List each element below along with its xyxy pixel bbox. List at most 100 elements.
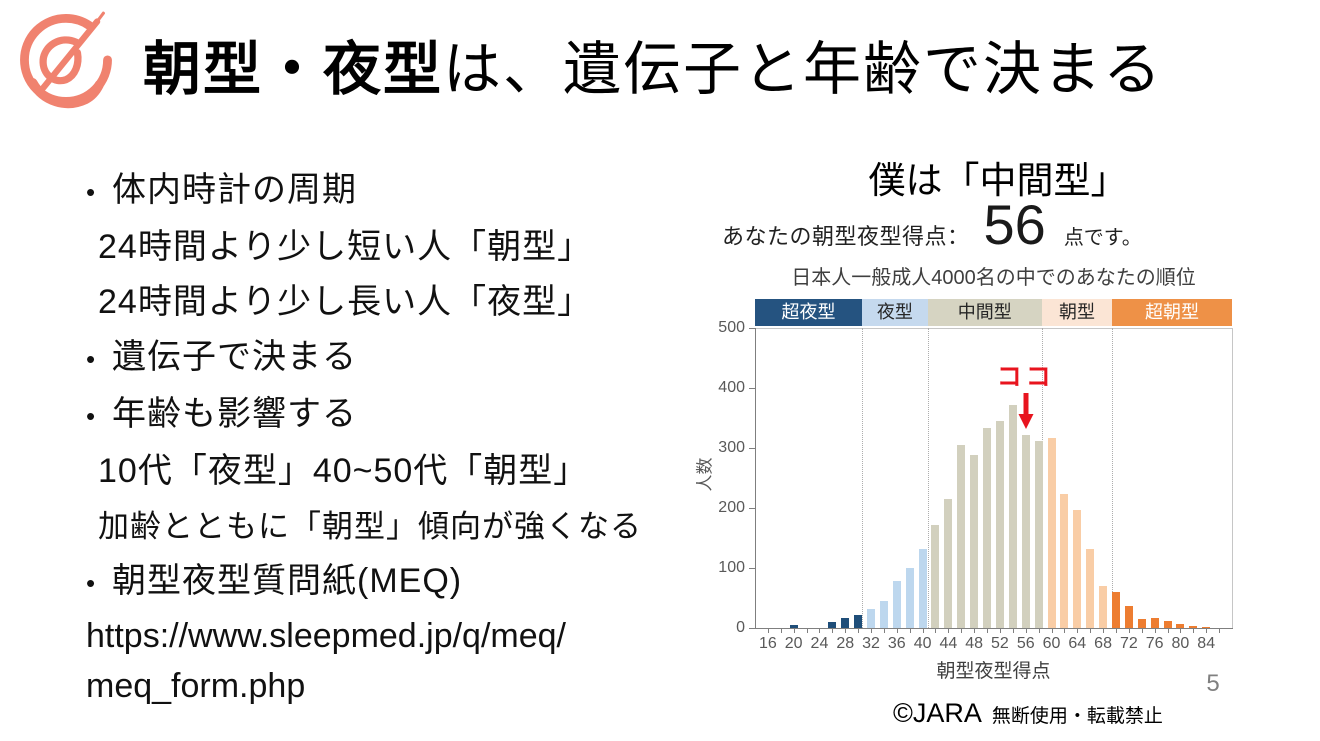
x-tick-mark <box>909 629 911 633</box>
x-tick-mark <box>1090 629 1092 633</box>
x-tick-mark <box>858 629 860 633</box>
bullet-text: https://www.sleepmed.jp/q/meq/ <box>86 617 567 655</box>
y-tick-mark <box>749 568 755 569</box>
bullet-text: 24時間より少し長い人「夜型」 <box>98 283 593 321</box>
bullet-text: 朝型夜型質問紙(MEQ) <box>112 562 463 600</box>
sleep-association-logo <box>12 6 120 118</box>
x-tick-label: 52 <box>991 635 1009 652</box>
plot-border <box>755 328 1233 629</box>
histogram-bar <box>1150 618 1159 628</box>
histogram-bar <box>1137 619 1146 628</box>
histogram-bar <box>1176 624 1185 628</box>
bullet-text: 24時間より少し短い人「朝型」 <box>98 228 593 266</box>
annotation-arrow-icon <box>1018 393 1034 429</box>
y-tick-mark <box>749 448 755 449</box>
x-tick-mark <box>935 629 937 633</box>
histogram-bar <box>1047 438 1056 628</box>
y-axis-line <box>755 328 756 628</box>
x-tick-mark <box>1219 629 1221 633</box>
bullet-line: 24時間より少し短い人「朝型」 <box>86 220 642 275</box>
bullet-line: • 遺伝子で決まる <box>86 330 642 387</box>
x-tick-label: 80 <box>1171 635 1190 652</box>
annotation-label: ココ <box>996 363 1055 391</box>
histogram-bar <box>1073 510 1082 628</box>
bullet-dot: • <box>86 568 97 598</box>
histogram-bar <box>957 445 966 628</box>
title-bold-part: 朝型・夜型 <box>143 37 444 102</box>
x-tick-mark <box>1128 629 1130 633</box>
x-tick-mark <box>1206 629 1208 633</box>
x-tick-label: 68 <box>1094 635 1112 652</box>
x-tick-mark <box>1141 629 1143 633</box>
histogram-bar <box>1111 592 1120 628</box>
bullet-text: 遺伝子で決まる <box>112 338 357 376</box>
score-suffix: 点です。 <box>1063 227 1142 249</box>
x-tick-mark <box>1154 629 1156 633</box>
x-tick-label: 20 <box>784 635 803 652</box>
y-tick-mark <box>749 328 755 329</box>
logo-graphic <box>20 11 112 109</box>
copyright-line: ©JARA 無断使用・転載禁止 <box>893 698 1163 729</box>
meq-score-line: あなたの朝型夜型得点： 56 点です。 <box>722 192 1142 257</box>
bullet-dot: • <box>86 344 97 374</box>
chart-band-segment: 夜型 <box>862 299 928 326</box>
x-tick-label: 16 <box>758 635 777 652</box>
score-prefix: あなたの朝型夜型得点： <box>722 224 970 249</box>
histogram-bar <box>828 622 837 628</box>
histogram-bar <box>879 601 888 628</box>
slide-title: 朝型・夜型は、遺伝子と年齢で決まる <box>143 28 1163 112</box>
y-tick-label: 400 <box>718 379 745 396</box>
title-rest-part: は、遺伝子と年齢で決まる <box>443 37 1164 102</box>
meq-url-line: meq_form.php <box>86 661 642 711</box>
x-tick-mark <box>832 629 834 633</box>
x-tick-mark <box>1077 629 1079 633</box>
x-tick-mark <box>974 629 976 633</box>
x-tick-mark <box>1064 629 1066 633</box>
x-tick-mark <box>819 629 821 633</box>
y-tick-label: 200 <box>718 499 745 516</box>
score-value: 56 <box>983 193 1046 256</box>
x-tick-label: 40 <box>913 635 932 652</box>
x-axis-title: 朝型夜型得点 <box>936 661 1051 682</box>
histogram-bar <box>854 615 863 628</box>
meq-url-line: https://www.sleepmed.jp/q/meq/ <box>86 611 642 661</box>
x-tick-mark <box>1025 629 1027 633</box>
histogram-bar <box>1060 494 1069 628</box>
histogram-bar <box>905 568 914 628</box>
bullet-text: 年齢も影響する <box>112 395 357 433</box>
page-number: 5 <box>1206 670 1220 697</box>
x-tick-label: 36 <box>887 635 906 652</box>
x-tick-mark <box>1115 629 1117 633</box>
x-tick-mark <box>793 629 795 633</box>
y-tick-label: 300 <box>718 439 745 456</box>
x-tick-mark <box>1038 629 1040 633</box>
x-tick-mark <box>883 629 885 633</box>
histogram-bar <box>995 421 1004 628</box>
x-tick-mark <box>1051 629 1053 633</box>
histogram-bar <box>1163 621 1172 628</box>
bullet-text: 10代「夜型」40~50代「朝型」 <box>98 452 589 490</box>
x-tick-mark <box>999 629 1001 633</box>
x-tick-label: 84 <box>1197 635 1216 652</box>
x-tick-mark <box>767 629 769 633</box>
histogram-bar <box>1189 626 1198 628</box>
x-tick-label: 28 <box>836 635 855 652</box>
y-axis-title: 人数 <box>695 457 715 492</box>
bullet-text: 加齢とともに「朝型」傾向が強くなる <box>98 509 642 544</box>
y-tick-mark <box>749 628 755 629</box>
x-tick-mark <box>845 629 847 633</box>
histogram-bar <box>1124 606 1133 628</box>
histogram-bar <box>1086 549 1095 628</box>
band-separator-line <box>862 328 863 628</box>
bullet-line: 24時間より少し長い人「夜型」 <box>86 275 642 330</box>
x-tick-mark <box>806 629 808 633</box>
histogram-bar <box>1099 586 1108 628</box>
y-tick-label: 500 <box>718 319 745 336</box>
histogram-bar <box>1034 441 1043 628</box>
x-tick-mark <box>922 629 924 633</box>
chart-title: 日本人一般成人4000名の中でのあなたの順位 <box>791 267 1196 289</box>
y-tick-mark <box>749 508 755 509</box>
chart-band-segment: 中間型 <box>927 299 1042 326</box>
